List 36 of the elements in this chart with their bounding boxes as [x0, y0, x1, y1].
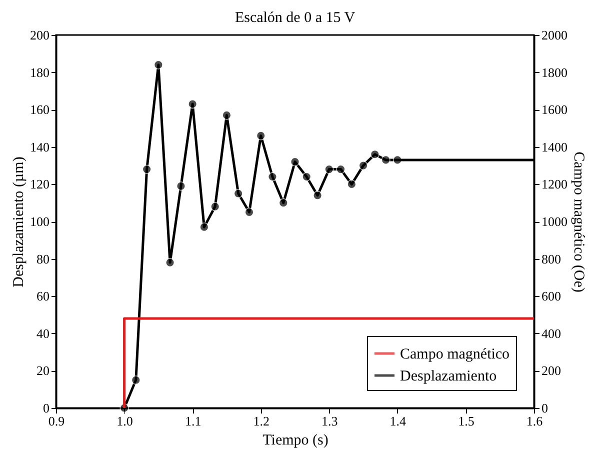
y2-tick-label: 600: [542, 288, 561, 304]
y-tick-label: 120: [30, 176, 50, 192]
y-tick-label: 0: [43, 400, 50, 416]
y2-axis-title: Campo magnético (Oe): [570, 152, 586, 292]
y2-tick-label: 1000: [542, 214, 568, 229]
legend-label: Campo magnético: [400, 346, 510, 362]
y2-tick-label: 1600: [542, 102, 568, 118]
x-tick-label: 1.5: [458, 414, 474, 428]
y2-tick-label: 400: [542, 326, 561, 341]
x-tick-label: 0.9: [48, 414, 65, 428]
y-tick-label: 160: [30, 102, 50, 118]
x-tick-label: 1.4: [390, 414, 407, 428]
x-axis-title: Tiempo (s): [262, 432, 328, 448]
y-tick-label: 140: [30, 139, 50, 154]
x-tick-label: 1.2: [253, 414, 270, 428]
y-tick-label: 180: [30, 64, 50, 80]
y2-tick-label: 1800: [542, 64, 568, 80]
y2-tick-label: 0: [542, 400, 548, 416]
y2-tick-label: 2000: [542, 28, 568, 42]
y2-tick-label: 200: [542, 363, 561, 378]
y-tick-label: 60: [36, 288, 50, 304]
y-tick-label: 200: [30, 28, 50, 42]
x-tick-label: 1.1: [184, 414, 202, 428]
y-tick-label: 20: [36, 363, 50, 378]
x-tick-label: 1.0: [116, 414, 133, 428]
x-tick-label: 1.6: [526, 414, 544, 428]
y2-tick-label: 1200: [542, 176, 568, 192]
y2-tick-label: 1400: [542, 139, 568, 154]
y-tick-label: 40: [36, 326, 50, 341]
y-axis-title: Desplazamiento (µm): [11, 156, 27, 288]
y-tick-label: 80: [36, 251, 50, 266]
x-tick-label: 1.3: [322, 414, 338, 428]
y2-tick-label: 800: [542, 251, 561, 266]
legend-label: Desplazamiento: [400, 368, 497, 384]
y-tick-label: 100: [30, 214, 50, 229]
chart-title: Escalón de 0 a 15 V: [234, 10, 356, 26]
